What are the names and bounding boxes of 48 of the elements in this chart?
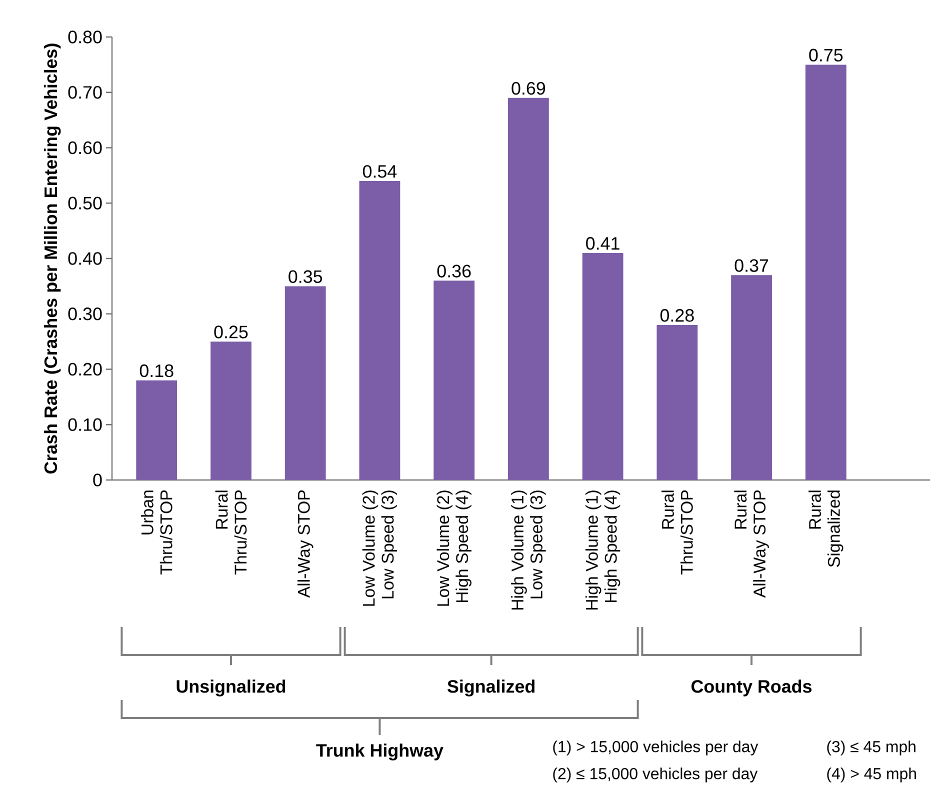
y-tick-label: 0.10: [68, 418, 102, 431]
y-tick-label: 0.80: [68, 30, 102, 44]
data-label: 0.36: [437, 264, 471, 278]
y-tick-label: 0.20: [68, 362, 102, 376]
x-tick-label: All-Way STOP: [297, 490, 314, 598]
text: Unsignalized: [176, 680, 286, 696]
data-label: 0.35: [288, 270, 322, 283]
text: Trunk Highway: [316, 744, 444, 760]
bar: [805, 64, 846, 480]
data-label: 0.41: [586, 237, 620, 250]
bar: [210, 342, 252, 480]
y-tick-label: 0.50: [68, 196, 102, 210]
x-tick-label: Rural Thru/STOP: [215, 490, 247, 574]
data-label: 0.18: [140, 364, 174, 378]
x-tick-label: Low Volume (2) Low Speed (3): [362, 490, 398, 606]
text: (3) ≤ 45 mph: [827, 740, 916, 756]
y-tick-label: 0.30: [68, 308, 102, 320]
text: County Roads: [691, 680, 812, 696]
bar: [359, 180, 400, 480]
bar: [508, 98, 549, 480]
data-label: 0.25: [214, 326, 248, 338]
x-tick-label: Low Volume (2) High Speed (4): [436, 490, 472, 606]
x-tick-label: High Volume (1) Low Speed (3): [511, 490, 546, 610]
bar: [731, 275, 772, 480]
bar: [434, 280, 475, 480]
bar: [136, 380, 178, 480]
x-tick-label: Rural All-Way STOP: [734, 490, 769, 598]
y-tick-label: 0.60: [68, 141, 102, 154]
y-axis-title: Crash Rate (Crashes per Million Entering Vehicles): [44, 44, 61, 474]
bar: [582, 252, 624, 480]
text: (1) > 15,000 vehicles per day: [553, 740, 758, 756]
text: Signalized: [447, 680, 534, 696]
y-tick-label: 0.40: [68, 252, 102, 265]
data-label: 0.75: [809, 48, 843, 62]
x-tick-label: High Volume (1) High Speed (4): [585, 490, 620, 610]
x-tick-label: Urban Thru/STOP: [140, 490, 172, 574]
bar: [284, 286, 326, 480]
data-label: 0.28: [660, 309, 694, 322]
data-label: 0.37: [734, 259, 768, 272]
x-tick-label: Rural Thru/STOP: [661, 490, 693, 574]
text: (4) > 45 mph: [827, 768, 916, 782]
text: (2) ≤ 15,000 vehicles per day: [553, 768, 758, 782]
bar: [656, 324, 698, 480]
y-tick-label: 0.70: [68, 86, 102, 99]
x-tick-label: Rural Signalized: [808, 490, 844, 567]
data-label: 0.54: [362, 165, 397, 178]
y-tick-label: 0: [93, 474, 102, 486]
data-label: 0.69: [512, 82, 546, 95]
